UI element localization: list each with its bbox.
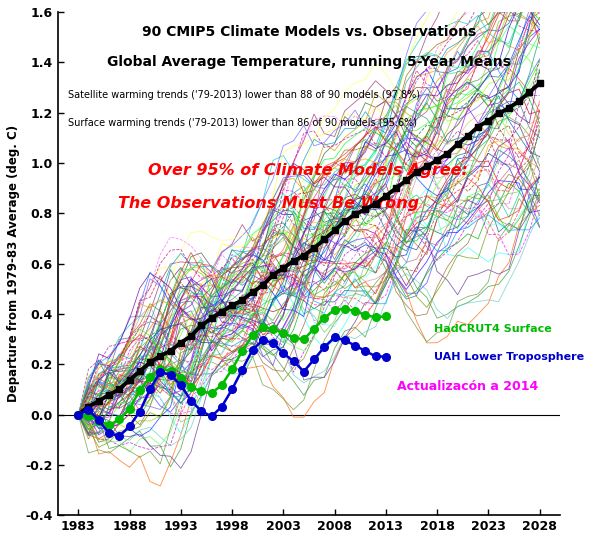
Y-axis label: Departure from 1979-83 Average (deg. C): Departure from 1979-83 Average (deg. C) xyxy=(7,125,20,402)
Text: The Observations Must Be Wrong: The Observations Must Be Wrong xyxy=(118,195,419,211)
Text: UAH Lower Troposphere: UAH Lower Troposphere xyxy=(434,352,584,362)
Text: Surface warming trends ('79-2013) lower than 86 of 90 models (95.6%): Surface warming trends ('79-2013) lower … xyxy=(68,118,417,127)
Text: 90 CMIP5 Climate Models vs. Observations: 90 CMIP5 Climate Models vs. Observations xyxy=(142,24,476,38)
Text: Over 95% of Climate Models Agree:: Over 95% of Climate Models Agree: xyxy=(148,163,468,178)
Text: HadCRUT4 Surface: HadCRUT4 Surface xyxy=(434,324,551,334)
Text: Actualizacón a 2014: Actualizacón a 2014 xyxy=(397,380,538,393)
Text: Global Average Temperature, running 5-Year Means: Global Average Temperature, running 5-Ye… xyxy=(107,55,511,69)
Text: Satellite warming trends ('79-2013) lower than 88 of 90 models (97.8%): Satellite warming trends ('79-2013) lowe… xyxy=(68,90,420,100)
